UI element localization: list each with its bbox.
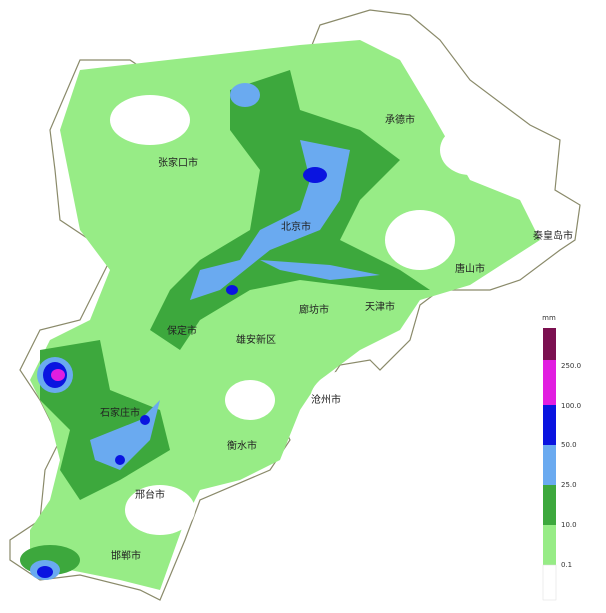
city-label: 邯郸市 (111, 549, 141, 562)
legend: mm 250.0 100.0 50.0 25.0 10.0 0.1 (542, 314, 581, 601)
city-label: 北京市 (281, 220, 311, 233)
legend-label: 50.0 (561, 441, 577, 449)
rain-none (110, 95, 500, 535)
city-label: 秦皇岛市 (533, 229, 573, 242)
legend-label: 10.0 (561, 521, 577, 529)
city-label: 保定市 (167, 324, 197, 337)
city-label: 天津市 (365, 300, 395, 313)
legend-swatch (543, 328, 556, 360)
legend-label: 100.0 (561, 402, 581, 410)
city-label: 张家口市 (158, 156, 198, 169)
region (9, 9, 581, 601)
legend-swatch (543, 525, 556, 565)
city-label: 衡水市 (227, 439, 257, 452)
legend-swatch (543, 445, 556, 485)
city-label: 沧州市 (311, 393, 341, 406)
legend-swatch (543, 405, 556, 445)
legend-unit: mm (542, 314, 556, 322)
city-label: 唐山市 (455, 262, 485, 275)
city-label: 承德市 (385, 113, 415, 126)
rain-extreme (51, 369, 65, 381)
city-label: 邢台市 (135, 488, 165, 501)
city-label: 石家庄市 (100, 406, 140, 419)
city-labels: 承德市 张家口市 北京市 秦皇岛市 唐山市 天津市 廊坊市 保定市 雄安新区 沧… (100, 113, 573, 562)
legend-label: 250.0 (561, 362, 581, 370)
legend-label: 0.1 (561, 561, 572, 569)
legend-swatch (543, 485, 556, 525)
legend-label: 25.0 (561, 481, 577, 489)
legend-swatch (542, 564, 557, 601)
legend-swatch (543, 360, 556, 405)
city-label: 雄安新区 (236, 333, 276, 346)
city-label: 廊坊市 (299, 303, 329, 316)
